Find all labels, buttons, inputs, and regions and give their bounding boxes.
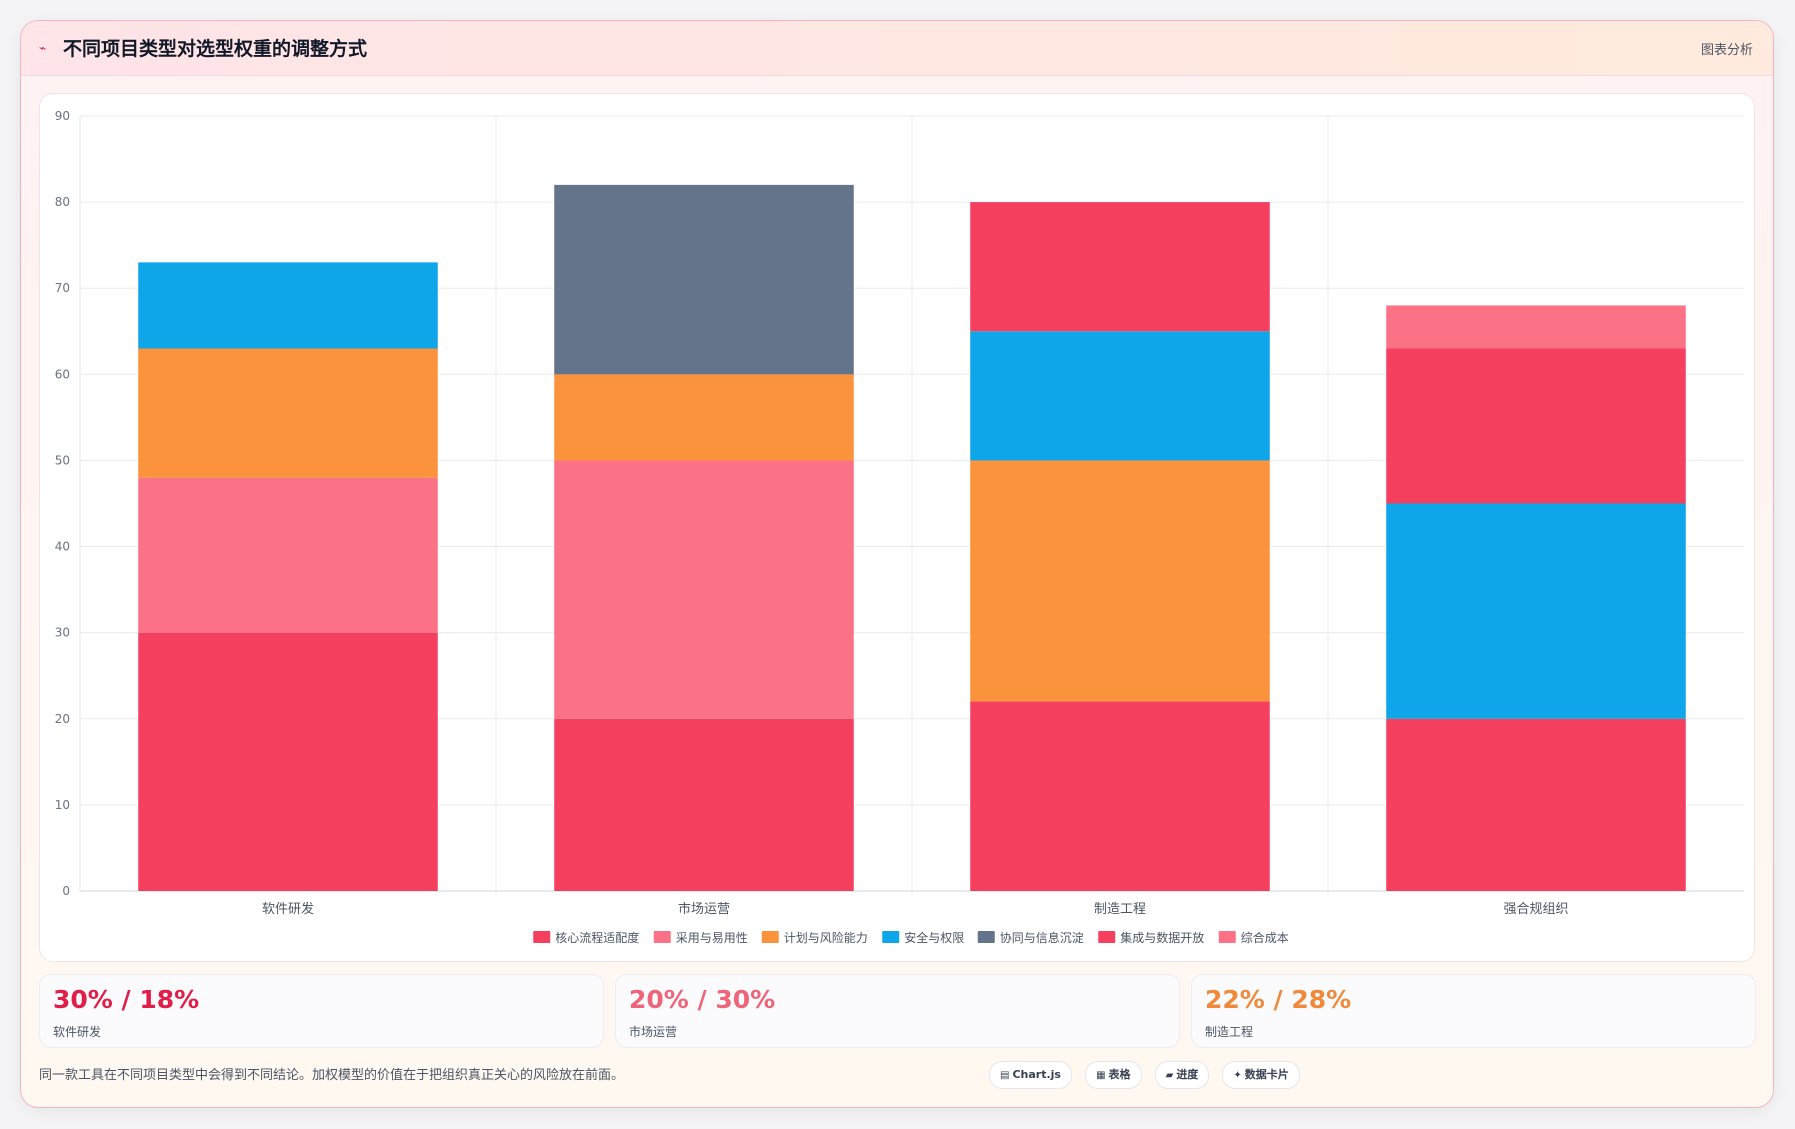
stat-value: 22% / 28% (1205, 985, 1352, 1014)
chip-label: 表格 (1108, 1068, 1131, 1081)
y-tick-label: 20 (55, 712, 70, 726)
legend-label: 集成与数据开放 (1120, 930, 1204, 945)
y-tick-label: 80 (55, 195, 70, 209)
stat-card-software: 30% / 18% 软件研发 (39, 974, 604, 1048)
bar-segment (138, 262, 438, 349)
stat-card-marketing: 20% / 30% 市场运营 (615, 974, 1180, 1048)
card-title: 不同项目类型对选型权重的调整方式 (63, 38, 368, 60)
legend-swatch (533, 931, 551, 943)
bar-segment (554, 718, 854, 891)
stat-card-manufacturing: 22% / 28% 制造工程 (1191, 974, 1756, 1048)
legend-swatch (653, 931, 671, 943)
y-tick-label: 40 (55, 540, 70, 554)
legend-label: 采用与易用性 (676, 931, 748, 945)
bar-segment (1386, 503, 1686, 719)
chip-table[interactable]: ▦ 表格 (1085, 1061, 1142, 1089)
chart-line-icon: ⌁ (39, 41, 47, 55)
bar-segment (970, 331, 1270, 461)
card-header: ⌁ 不同项目类型对选型权重的调整方式 图表分析 (21, 21, 1773, 76)
chart-icon: ▤ (1000, 1070, 1010, 1081)
legend-swatch (1218, 931, 1236, 943)
stat-value: 20% / 30% (629, 985, 776, 1014)
y-tick-label: 50 (55, 453, 70, 467)
bar-segment (970, 701, 1270, 891)
legend-swatch (761, 931, 779, 943)
y-tick-label: 90 (55, 109, 70, 123)
y-tick-label: 30 (55, 626, 70, 640)
bar-segment (970, 202, 1270, 332)
bar-segment (1386, 718, 1686, 891)
chip-data-cards[interactable]: ✦ 数据卡片 (1222, 1061, 1300, 1089)
bar-segment (554, 460, 854, 719)
y-tick-label: 0 (62, 884, 70, 898)
bar-segment (138, 477, 438, 633)
bar-segment (554, 184, 854, 375)
x-category-label: 软件研发 (262, 901, 314, 917)
stat-label: 市场运营 (629, 1025, 678, 1039)
tech-chips: ▤ Chart.js ▦ 表格 ▰ 进度 ✦ 数据卡片 (989, 1061, 1308, 1089)
bar-segment (554, 374, 854, 461)
legend-label: 协同与信息沉淀 (1000, 930, 1084, 945)
bar-segment (970, 460, 1270, 702)
chart-analysis-tag: 图表分析 (1700, 43, 1753, 58)
y-tick-label: 70 (55, 281, 70, 295)
progress-icon: ▰ (1165, 1070, 1174, 1081)
sparkle-icon: ✦ (1233, 1070, 1242, 1081)
legend-label: 安全与权限 (904, 930, 964, 945)
chip-label: 进度 (1176, 1068, 1199, 1081)
stacked-bar-chart: 0 10 20 30 40 50 60 70 80 90 软件研发 市场运营 制造工程 强合规组织核心流程… (55, 109, 1744, 945)
chip-label: 数据卡片 (1244, 1068, 1289, 1081)
chip-label: Chart.js (1012, 1068, 1061, 1081)
bar-segment (1386, 348, 1686, 504)
bar-segment (1386, 305, 1686, 349)
bar-segment (138, 632, 438, 891)
x-category-label: 强合规组织 (1503, 902, 1568, 917)
stat-label: 制造工程 (1205, 1025, 1254, 1039)
chip-progress[interactable]: ▰ 进度 (1154, 1061, 1210, 1089)
legend-swatch (1098, 931, 1116, 943)
legend-swatch (882, 931, 900, 943)
legend-swatch (977, 931, 995, 943)
x-category-label: 市场运营 (678, 901, 730, 917)
table-icon: ▦ (1096, 1070, 1106, 1081)
stat-label: 软件研发 (53, 1025, 102, 1039)
x-category-label: 制造工程 (1094, 902, 1146, 917)
footer-note: 同一款工具在不同项目类型中会得到不同结论。加权模型的价值在于把组织真正关心的风险… (39, 1068, 625, 1083)
chip-chartjs[interactable]: ▤ Chart.js (989, 1061, 1072, 1089)
chart-card: ⌁ 不同项目类型对选型权重的调整方式 图表分析 0 10 20 30 40 50 60 70 8… (20, 20, 1774, 1108)
y-tick-label: 10 (55, 798, 70, 812)
legend-label: 综合成本 (1241, 930, 1289, 945)
legend-label: 核心流程适配度 (555, 930, 639, 945)
stat-value: 30% / 18% (53, 985, 200, 1014)
y-tick-label: 60 (55, 367, 70, 381)
legend-label: 计划与风险能力 (784, 930, 868, 945)
chart-panel: 0 10 20 30 40 50 60 70 80 90 软件研发 市场运营 制造工程 强合规组织核心流程… (39, 93, 1755, 962)
bar-segment (138, 348, 438, 478)
